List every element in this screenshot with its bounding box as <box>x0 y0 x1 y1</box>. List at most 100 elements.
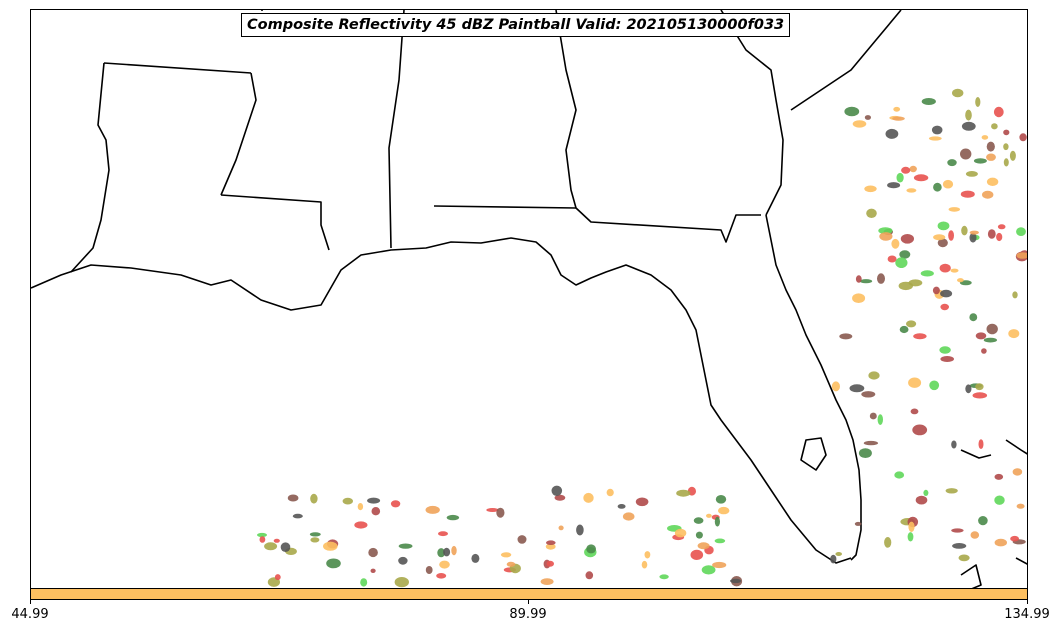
map-title: Composite Reflectivity 45 dBZ Paintball … <box>241 13 791 37</box>
paintball-blob <box>1003 158 1009 167</box>
paintball-blob <box>894 471 905 479</box>
paintball-blob <box>714 516 721 527</box>
paintball-blob <box>885 128 899 139</box>
paintball-blob <box>994 538 1007 547</box>
paintball-blob <box>915 495 928 505</box>
paintball-blob <box>718 506 730 515</box>
paintball-blob <box>706 513 712 518</box>
island-bahamas <box>960 449 992 459</box>
paintball-blob <box>972 392 988 399</box>
paintball-blob <box>958 554 970 562</box>
coast-georgia <box>720 10 784 216</box>
paintball-blob <box>906 188 917 193</box>
paintball-blob <box>309 532 321 537</box>
colorbar-tick-label-mid: 89.99 <box>509 607 547 622</box>
paintball-blob <box>899 325 909 334</box>
paintball-blob <box>398 556 408 565</box>
paintball-blob <box>1016 252 1027 259</box>
paintball-blob <box>960 190 975 198</box>
paintball-blob <box>969 230 979 235</box>
border-ga-fl <box>575 207 761 243</box>
paintball-blob <box>259 536 266 543</box>
paintball-blob <box>893 106 901 112</box>
paintball-blob <box>978 439 984 449</box>
reflectivity-paintball <box>257 88 1027 588</box>
paintball-blob <box>371 507 381 516</box>
paintball-blob <box>257 532 267 538</box>
paintball-blob <box>367 497 381 504</box>
paintball-blob <box>280 542 291 552</box>
paintball-blob <box>425 566 433 574</box>
paintball-blob <box>986 153 996 161</box>
paintball-blob <box>877 414 883 425</box>
paintball-blob <box>551 485 563 496</box>
paintball-blob <box>323 541 338 551</box>
paintball-blob <box>908 521 915 532</box>
paintball-blob <box>1019 133 1027 142</box>
paintball-blob <box>852 120 867 128</box>
coast-florida-east <box>765 214 862 561</box>
paintball-blob <box>674 528 687 538</box>
paintball-blob <box>951 440 957 449</box>
paintball-blob <box>957 278 964 283</box>
paintball-blob <box>357 503 364 511</box>
paintball-blob <box>641 560 648 569</box>
paintball-blob <box>617 504 626 509</box>
paintball-blob <box>978 516 988 526</box>
paintball-blob <box>858 448 872 458</box>
paintball-blob <box>907 532 914 542</box>
paintball-blob <box>939 346 951 354</box>
paintball-blob <box>839 333 853 340</box>
paintball-blob <box>690 549 704 561</box>
paintball-blob <box>899 250 911 259</box>
paintball-blob <box>274 574 281 581</box>
paintball-blob <box>940 303 949 311</box>
paintball-blob <box>583 492 594 503</box>
paintball-blob <box>975 332 987 340</box>
paintball-blob <box>1003 129 1010 136</box>
paintball-blob <box>354 521 368 529</box>
paintball-blob <box>994 495 1005 505</box>
paintball-blob <box>368 547 378 558</box>
paintball-blob <box>929 380 940 391</box>
paintball-blob <box>863 440 879 446</box>
colorbar-tick-max <box>1027 600 1028 604</box>
coast-gulf-west <box>31 237 852 564</box>
paintball-blob <box>585 571 594 580</box>
paintball-blob <box>1012 468 1023 476</box>
paintball-blob <box>554 494 566 501</box>
paintball-blob <box>540 578 554 585</box>
paintball-blob <box>996 232 1003 242</box>
paintball-blob <box>969 313 978 322</box>
paintball-blob <box>342 497 353 505</box>
paintball-blob <box>898 281 913 291</box>
paintball-blob <box>947 159 957 167</box>
paintball-blob <box>496 507 505 518</box>
paintball-blob <box>398 543 413 549</box>
paintball-blob <box>292 513 303 519</box>
paintball-blob <box>712 561 727 569</box>
paintball-blob <box>861 391 876 398</box>
paintball-blob <box>835 552 842 556</box>
map-canvas <box>31 10 1027 588</box>
colorbar-tick-min <box>30 600 31 604</box>
paintball-blob <box>901 166 911 174</box>
map-panel <box>30 9 1028 589</box>
paintball-blob <box>997 224 1006 230</box>
paintball-blob <box>969 232 977 243</box>
paintball-blob <box>932 286 940 295</box>
paintball-blob <box>1016 227 1026 237</box>
paintball-blob <box>659 574 669 580</box>
lake-okeechobee <box>800 437 827 471</box>
paintball-blob <box>991 123 998 130</box>
paintball-blob <box>546 540 556 545</box>
paintball-blob <box>891 238 900 249</box>
paintball-blob <box>370 568 376 573</box>
paintball-blob <box>830 554 837 564</box>
paintball-blob <box>1008 329 1020 339</box>
colorbar-tick-mid <box>528 600 529 604</box>
paintball-blob <box>1016 503 1025 509</box>
paintball-blob <box>937 238 948 248</box>
paintball-blob <box>986 323 998 335</box>
paintball-blob <box>425 505 440 514</box>
